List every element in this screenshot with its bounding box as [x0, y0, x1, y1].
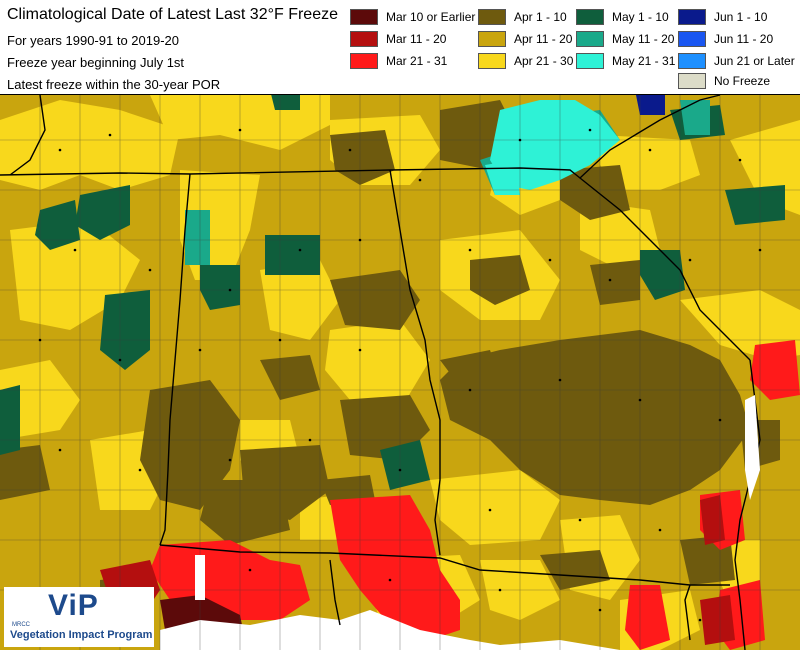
legend-label: Jun 21 or Later — [714, 54, 795, 68]
latest-freeze-note: Latest freeze within the 30-year POR — [7, 77, 221, 92]
state-borders — [0, 94, 761, 650]
county-borders — [0, 95, 800, 650]
legend-label: May 21 - 31 — [612, 54, 676, 68]
legend-swatch — [678, 31, 706, 47]
legend-label: Mar 11 - 20 — [386, 32, 447, 46]
map-title: Climatological Date of Latest Last 32°F … — [7, 6, 338, 23]
legend-label: Mar 10 or Earlier — [386, 10, 476, 24]
legend-swatch — [478, 31, 506, 47]
vip-logo: ViP MRCC Vegetation Impact Program — [4, 587, 154, 647]
legend-label: No Freeze — [714, 74, 771, 88]
legend-swatch — [478, 9, 506, 25]
legend-label: Apr 21 - 30 — [514, 54, 574, 68]
legend-swatch — [576, 31, 604, 47]
legend-label: May 1 - 10 — [612, 10, 669, 24]
station-markers — [38, 128, 762, 622]
logo-wordmark: ViP — [48, 589, 99, 622]
legend-label: Mar 21 - 31 — [386, 54, 448, 68]
legend-label: May 11 - 20 — [612, 32, 675, 46]
legend-swatch — [576, 53, 604, 69]
legend-swatch — [350, 9, 378, 25]
coastal-inlets — [195, 395, 760, 600]
legend-label: Jun 1 - 10 — [714, 10, 768, 24]
legend-swatch — [678, 73, 706, 89]
legend-swatch — [678, 53, 706, 69]
regions-may1-10 — [0, 90, 785, 490]
legend-label: Apr 1 - 10 — [514, 10, 567, 24]
freeze-year-note: Freeze year beginning July 1st — [7, 55, 185, 70]
legend-swatch — [576, 9, 604, 25]
legend-label: Jun 11 - 20 — [714, 32, 774, 46]
legend-swatch — [678, 9, 706, 25]
logo-program-name: Vegetation Impact Program — [10, 629, 153, 641]
legend-label: Apr 11 - 20 — [514, 32, 573, 46]
regions-jun1-10 — [635, 90, 665, 115]
years-note: For years 1990-91 to 2019-20 — [7, 33, 179, 48]
logo-org: MRCC — [12, 622, 30, 628]
legend-swatch — [350, 31, 378, 47]
map-header: Climatological Date of Latest Last 32°F … — [0, 0, 800, 95]
legend-swatch — [478, 53, 506, 69]
legend-swatch — [350, 53, 378, 69]
gulf-water — [160, 610, 620, 650]
